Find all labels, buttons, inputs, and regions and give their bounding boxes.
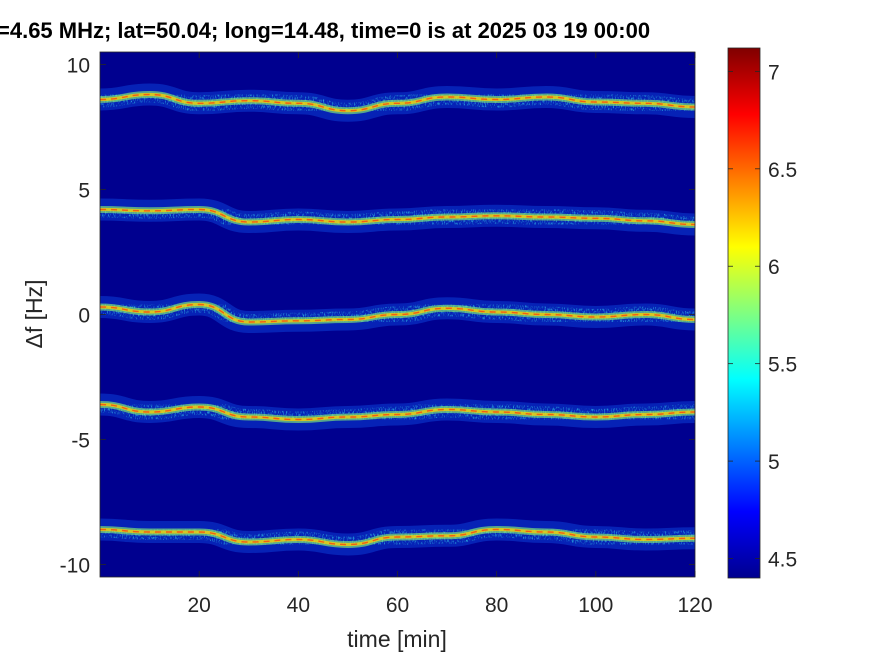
x-axis: 20 40 60 80 100 120 [187, 52, 713, 617]
y-tick-label: -10 [60, 555, 90, 578]
x-axis-label: time [min] [347, 626, 447, 652]
colorbar-ticks: 4.5 5 5.5 6 6.5 7 [728, 61, 797, 572]
band-1 [100, 83, 695, 122]
y-axis-label: Δf [Hz] [21, 279, 47, 348]
colorbar-tick-label: 5.5 [768, 354, 797, 377]
chart-title: =4.65 MHz; lat=50.04; long=14.48, time=0… [0, 18, 650, 43]
x-tick-label: 20 [187, 594, 210, 617]
band-2 [100, 198, 695, 236]
x-tick-label: 120 [677, 594, 712, 617]
y-tick-label: -5 [71, 430, 90, 453]
colorbar-tick-label: 4.5 [768, 549, 797, 572]
colorbar [727, 47, 761, 579]
colorbar-tick-label: 7 [768, 61, 780, 84]
colorbar-tick-label: 6 [768, 256, 780, 279]
y-axis: 10 5 0 -5 -10 [60, 55, 695, 578]
x-tick-label: 60 [386, 594, 409, 617]
y-tick-label: 0 [78, 305, 90, 328]
colorbar-tick-label: 6.5 [768, 159, 797, 182]
x-tick-label: 40 [287, 594, 310, 617]
colorbar-tick-label: 5 [768, 451, 780, 474]
spectral-bands [100, 83, 695, 556]
x-tick-label: 80 [485, 594, 508, 617]
y-tick-label: 5 [78, 180, 90, 203]
y-tick-label: 10 [67, 55, 90, 78]
band-3 [100, 293, 695, 334]
x-tick-label: 100 [578, 594, 613, 617]
band-4 [100, 393, 695, 431]
band-5 [100, 518, 695, 556]
